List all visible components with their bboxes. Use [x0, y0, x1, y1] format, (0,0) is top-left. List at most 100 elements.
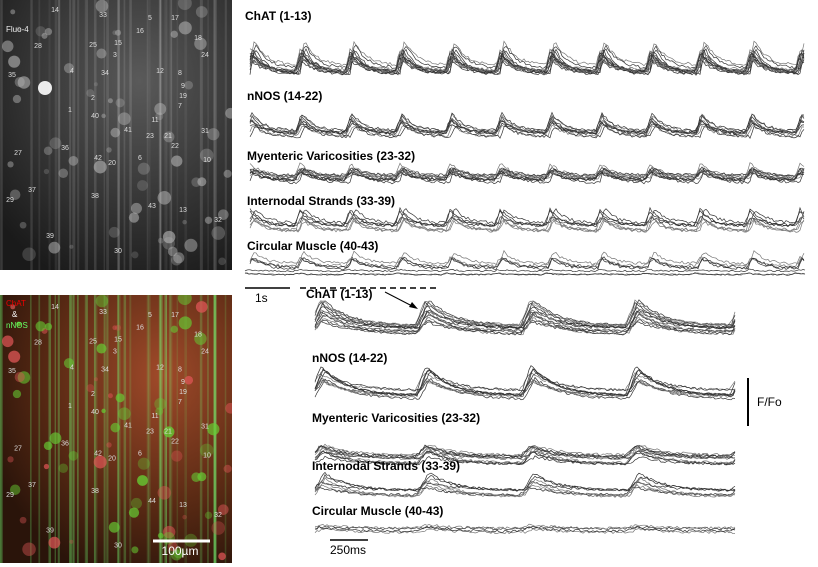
cell-blob	[154, 103, 167, 115]
cell-blob	[93, 160, 107, 174]
cell-label: 38	[91, 488, 99, 495]
arrow	[384, 291, 415, 308]
trace	[314, 480, 736, 497]
image-label: nNOS	[6, 321, 28, 330]
cell-blob	[95, 0, 109, 13]
cell-blob	[182, 219, 187, 225]
trace	[249, 168, 805, 179]
cell-label: 40	[91, 113, 99, 120]
cell-label: 30	[114, 542, 122, 549]
trace	[249, 167, 805, 182]
cell-label: 34	[101, 70, 109, 77]
streak	[213, 0, 217, 270]
cell-blob	[1, 335, 14, 348]
streak	[72, 0, 76, 270]
cell-blob	[43, 146, 53, 156]
streak	[176, 295, 179, 563]
cell-blob	[108, 226, 120, 238]
group-label: ChAT (1-13)	[245, 9, 311, 23]
cell-label: 14	[51, 7, 59, 14]
cell-label: 21	[164, 429, 172, 436]
cell-blob	[170, 325, 178, 333]
cell-blob	[199, 443, 214, 458]
cell-label: 20	[108, 455, 116, 462]
cell-label: 18	[194, 332, 202, 339]
cell-blob	[195, 6, 208, 18]
trace	[249, 44, 805, 71]
cell-blob	[178, 316, 192, 330]
cell-blob	[41, 32, 48, 39]
micrograph-chat-nnos	[0, 295, 232, 563]
cell-blob	[19, 516, 27, 524]
streak	[93, 0, 97, 270]
cell-label: 38	[91, 193, 99, 200]
cell-label: 29	[6, 197, 14, 204]
cell-label: 27	[14, 445, 22, 452]
cell-blob	[162, 230, 176, 244]
trace	[249, 124, 805, 138]
cell-blob	[16, 321, 22, 327]
cell-label: 42	[94, 450, 102, 457]
cell-label: 28	[34, 340, 42, 347]
cell-blob	[69, 539, 74, 544]
cell-blob	[194, 332, 207, 345]
streak	[57, 0, 61, 270]
trace	[314, 313, 736, 330]
cell-blob	[114, 324, 122, 331]
cell-label: 21	[164, 133, 172, 140]
cell-blob	[154, 398, 167, 410]
trace	[314, 525, 736, 533]
trace	[249, 124, 805, 139]
streak	[176, 0, 179, 270]
cell-blob	[157, 486, 172, 500]
streak	[158, 0, 162, 270]
streak	[84, 0, 87, 270]
cell-blob	[86, 89, 95, 98]
trace	[249, 40, 805, 67]
cell-blob	[131, 546, 139, 554]
cell-blob	[217, 209, 229, 220]
group-label: Myenteric Varicosities (23-32)	[247, 149, 415, 163]
cell-blob	[38, 81, 52, 95]
cell-blob	[137, 162, 150, 175]
streak	[0, 0, 3, 270]
group-label: Internodal Strands (33-39)	[312, 459, 460, 473]
cell-blob	[43, 168, 50, 175]
streak	[159, 295, 163, 563]
cell-label: 6	[138, 450, 142, 457]
cell-blob	[49, 432, 62, 445]
cell-blob	[115, 393, 125, 403]
streak	[213, 0, 215, 270]
cell-label: 17	[171, 312, 179, 319]
cell-label: 36	[61, 441, 69, 448]
cell-blob	[114, 29, 122, 36]
cell-label: 27	[14, 150, 22, 157]
cell-blob	[194, 37, 207, 50]
trace	[314, 444, 736, 459]
cell-label: 43	[148, 203, 156, 210]
streak	[54, 295, 56, 563]
cell-blob	[171, 155, 183, 167]
cell-blob	[106, 442, 112, 448]
time-label: 250ms	[330, 543, 366, 557]
streak	[159, 0, 163, 270]
streak	[30, 0, 33, 270]
cell-label: 25	[89, 42, 97, 49]
trace	[314, 310, 736, 336]
cell-label: 41	[124, 423, 132, 430]
cell-blob	[106, 147, 112, 153]
cell-label: 28	[34, 43, 42, 50]
streak	[48, 295, 52, 563]
cell-label: 6	[138, 155, 142, 162]
trace	[249, 119, 805, 135]
streak	[69, 295, 72, 563]
cell-label: 7	[178, 103, 182, 110]
streak	[48, 0, 51, 270]
cell-blob	[223, 464, 232, 473]
cell-blob	[191, 472, 202, 483]
trace	[314, 528, 736, 535]
streak	[169, 0, 172, 270]
cell-blob	[173, 252, 185, 264]
cell-label: 36	[61, 145, 69, 152]
streak	[93, 295, 96, 563]
